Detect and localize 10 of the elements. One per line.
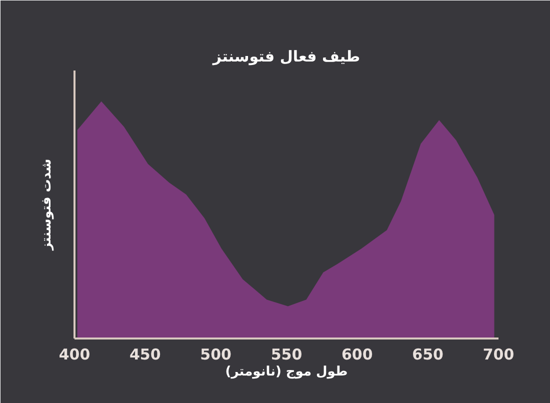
x-tick-label: 550 (270, 346, 302, 364)
x-tick-label: 650 (412, 346, 444, 364)
x-tick-label: 450 (130, 346, 161, 364)
x-tick-label: 500 (200, 346, 232, 364)
x-tick-label: 700 (482, 346, 514, 364)
x-tick-label: 400 (58, 346, 90, 364)
chart-title: طیف فعال فتوسنتز (212, 48, 360, 66)
x-axis-title: طول موج (نانومتر) (225, 364, 348, 380)
y-axis-title: شدت فتوسنتز (40, 158, 54, 252)
x-tick-label: 600 (342, 346, 373, 364)
